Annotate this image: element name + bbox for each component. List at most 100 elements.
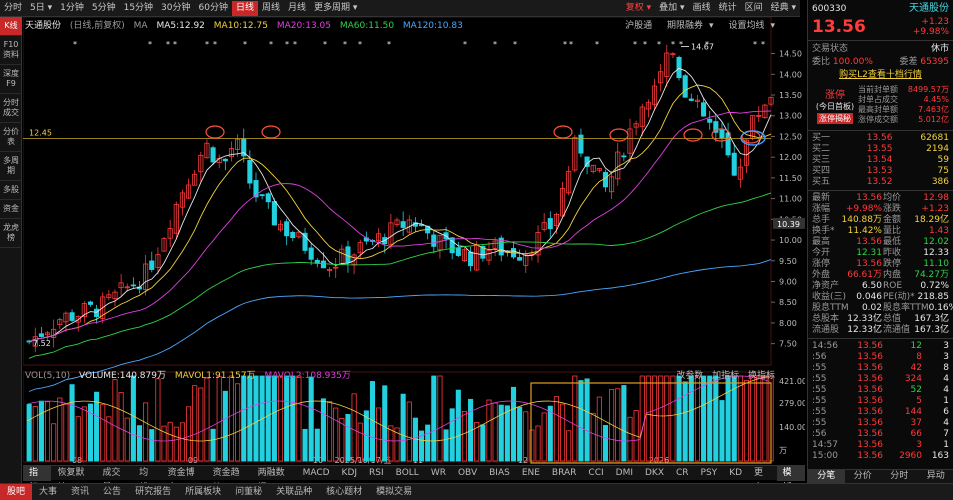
indicator-tab[interactable]: 资金趋势	[212, 467, 240, 493]
stat-value: 0.02	[861, 303, 882, 313]
statistics-button[interactable]: 统计	[718, 2, 737, 13]
tick-time: :56	[812, 352, 827, 362]
volume-bar	[32, 405, 38, 462]
event-marker: *	[761, 40, 765, 49]
period-1min[interactable]: 1分钟	[60, 2, 84, 13]
set-ma-button[interactable]: 设置均线 ▾	[728, 21, 775, 31]
bottom-tab[interactable]: 问董秘	[235, 486, 263, 497]
y-tick-label: 10.00	[779, 236, 802, 245]
candle-body	[124, 286, 130, 289]
fuquan-button[interactable]: 复权 ▾	[625, 2, 652, 13]
indicator-tab[interactable]: CR	[676, 467, 689, 478]
bottom-tab[interactable]: 资讯	[71, 486, 90, 497]
indicator-tab[interactable]: WR	[430, 467, 446, 478]
buy-l2-link[interactable]: 购买L2查看十档行情	[839, 70, 922, 80]
sidebar-kline[interactable]: K线	[0, 17, 22, 36]
indicator-tab[interactable]: 两融数据	[257, 467, 285, 493]
change-indicator-button[interactable]: 换指标	[747, 371, 775, 381]
period-15min[interactable]: 15分钟	[123, 2, 154, 13]
y-tick-label: 9.50	[779, 257, 797, 266]
candle-body	[149, 260, 155, 270]
indicator-tab[interactable]: OBV	[457, 467, 478, 478]
overlay-button[interactable]: 叠加 ▾	[659, 2, 685, 13]
indicator-tab[interactable]: 更多	[754, 467, 764, 493]
tick-tab[interactable]: 异动	[926, 471, 945, 481]
indicator-tab[interactable]: KDJ	[341, 467, 358, 478]
tick-tab[interactable]: 分笔	[808, 470, 845, 483]
bottom-tab[interactable]: 大事	[39, 486, 58, 497]
period-daily[interactable]: 日线	[231, 0, 258, 16]
bottom-tab[interactable]: 核心题材	[326, 486, 363, 497]
indicator-tab[interactable]: BOLL	[395, 467, 419, 478]
tick-volume: 37	[910, 418, 922, 428]
tick-row: :55 13.56 37 4	[808, 418, 953, 429]
stat-value: 1.43	[928, 226, 949, 236]
indicator-tab[interactable]: 均线	[139, 467, 149, 493]
range-button[interactable]: 区间	[744, 2, 763, 13]
sidebar-multi-period[interactable]: 多周期	[0, 152, 22, 181]
indicator-tab[interactable]: 恢复默认	[57, 467, 85, 493]
tick-tab[interactable]: 分价	[853, 471, 872, 481]
indicator-tab[interactable]: KD	[729, 467, 743, 478]
bottom-tab[interactable]: 公告	[103, 486, 122, 497]
indicator-tab[interactable]: 模板	[776, 465, 805, 493]
period-more[interactable]: 更多周期 ▾	[314, 2, 358, 13]
sidebar-f10[interactable]: F10资料	[0, 36, 22, 65]
period-5min[interactable]: 5分钟	[91, 2, 116, 13]
stat-row: 净资产 6.50 ROE 0.72%	[808, 281, 953, 292]
bid-volume: 62681	[920, 133, 949, 143]
indicator-tab[interactable]: MACD	[302, 467, 330, 478]
stat-label: 涨停	[812, 259, 831, 269]
indicator-tab[interactable]: DMI	[615, 467, 633, 478]
sidebar-dragon-tiger[interactable]: 龙虎榜	[0, 219, 22, 248]
period-5day[interactable]: 5日 ▾	[30, 2, 53, 13]
sidebar-price-table[interactable]: 分价表	[0, 123, 22, 152]
indicator-tab[interactable]: 成交量	[102, 467, 121, 493]
indicator-tab[interactable]: 资金博弈	[167, 467, 195, 493]
stat-row: 最高 13.56 最低 12.02	[808, 237, 953, 248]
period-30min[interactable]: 30分钟	[161, 2, 191, 13]
event-marker: *	[293, 40, 297, 49]
bottom-tab[interactable]: 股吧	[0, 483, 33, 500]
indicator-tab[interactable]: BIAS	[489, 467, 510, 478]
candle-body	[590, 164, 596, 173]
stat-value: +9.98%	[845, 204, 882, 214]
bottom-tab[interactable]: 研究报告	[135, 486, 172, 497]
stat-label: 内盘	[883, 270, 902, 280]
classic-button[interactable]: 经典 ▾	[770, 2, 796, 13]
edit-params-button[interactable]: 改参数	[676, 371, 704, 381]
volume-bar	[63, 403, 69, 462]
y-tick-label: 11.00	[779, 195, 802, 204]
event-marker: *	[213, 40, 217, 49]
bottom-tab[interactable]: 模拟交易	[376, 486, 413, 497]
add-indicator-button[interactable]: 加指标	[712, 371, 740, 381]
tick-tab[interactable]: 分时	[890, 471, 909, 481]
margin-button[interactable]: 期限融券 ▾	[667, 21, 714, 31]
indicator-tab[interactable]: DKX	[645, 467, 664, 478]
kline-chart[interactable]: 14.50 14.00 13.50 13.00 12.50 12.00 11.50 11.00…	[23, 17, 805, 465]
indicator-tab[interactable]: ENE	[521, 467, 540, 478]
volume-bar	[541, 412, 547, 462]
vol-y-tick-label: 421.00	[779, 377, 805, 386]
sidebar-multi-stock[interactable]: 多股	[0, 181, 22, 200]
sidebar-trades[interactable]: 分时成交	[0, 94, 22, 123]
volume-bar	[713, 375, 719, 462]
indicator-tab[interactable]: PSY	[700, 467, 718, 478]
sidebar-depth[interactable]: 深度F9	[0, 65, 22, 94]
period-60min[interactable]: 60分钟	[198, 2, 228, 13]
hgt-button[interactable]: 沪股通	[625, 21, 653, 31]
bottom-tab[interactable]: 所属板块	[185, 486, 222, 497]
event-marker: *	[705, 40, 709, 49]
period-fenshi[interactable]: 分时	[4, 2, 23, 13]
limit-up-reveal-button[interactable]: 涨停揭秘	[817, 113, 853, 124]
period-monthly[interactable]: 月线	[287, 2, 306, 13]
tick-price: 13.56	[857, 396, 883, 406]
bottom-tab[interactable]: 关联品种	[276, 486, 313, 497]
sidebar-capital[interactable]: 资金	[0, 200, 22, 219]
indicator-tab[interactable]: 指标	[23, 465, 52, 493]
period-weekly[interactable]: 周线	[261, 2, 280, 13]
draw-line-button[interactable]: 画线	[692, 2, 711, 13]
indicator-tab[interactable]: RSI	[369, 467, 384, 478]
indicator-tab[interactable]: BRAR	[551, 467, 577, 478]
indicator-tab[interactable]: CCI	[588, 467, 604, 478]
